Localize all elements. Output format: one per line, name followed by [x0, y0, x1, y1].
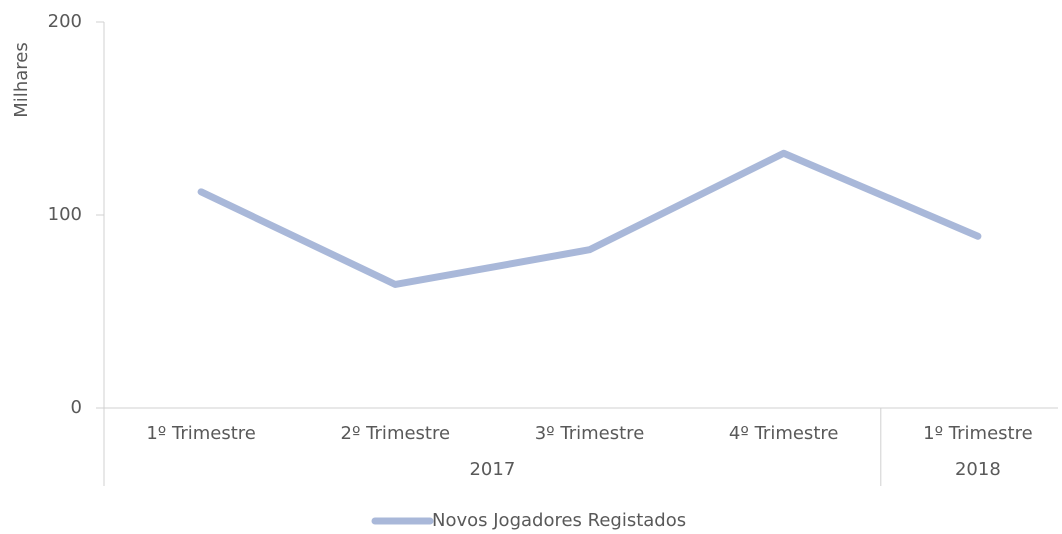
series-line [197, 149, 982, 288]
x-tick-label: 1º Trimestre [146, 423, 256, 444]
legend-label: Novos Jogadores Registados [432, 510, 686, 531]
x-tick-label: 3º Trimestre [535, 423, 645, 444]
group-label: 2017 [469, 459, 515, 480]
x-tick-label: 2º Trimestre [341, 423, 451, 444]
group-label: 2018 [955, 459, 1001, 480]
x-tick-label: 4º Trimestre [729, 423, 839, 444]
y-tick-label: 0 [71, 397, 82, 418]
y-tick-label: 100 [48, 204, 82, 225]
x-tick-label: 1º Trimestre [923, 423, 1033, 444]
y-axis-label: Milhares [11, 42, 32, 117]
y-tick-label: 200 [48, 11, 82, 32]
